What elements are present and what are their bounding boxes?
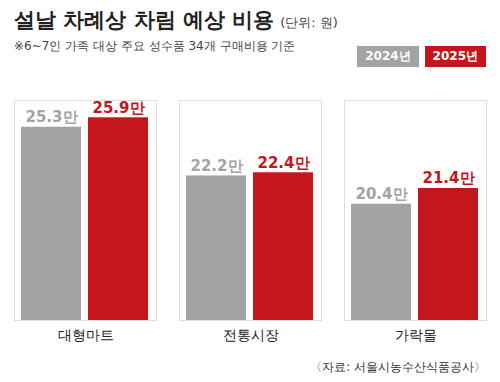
html-text:설날 차례상 차림 예상 비용 (단위: 원): 설날 차례상 차림 예상 비용 (단위: 원) (14, 8, 338, 32)
svg-text:대형마트: 대형마트 (58, 327, 114, 343)
html-text:2025년: 2025년 (432, 49, 478, 63)
svg-text:25.3만: 25.3만 (25, 108, 77, 126)
svg-text:20.4만: 20.4만 (355, 185, 407, 203)
html-text:〈자료: 서울시농수산식품공사〉: 〈자료: 서울시농수산식품공사〉 (310, 360, 486, 374)
html-text:2024년: 2024년 (365, 49, 411, 63)
svg-text:22.4만: 22.4만 (257, 154, 309, 172)
svg-text:21.4만: 21.4만 (422, 169, 474, 187)
svg-text:25.9만: 25.9만 (92, 99, 144, 117)
svg-text:전통시장: 전통시장 (223, 327, 279, 343)
svg-text:가락몰: 가락몰 (395, 327, 437, 343)
svg-text:22.2만: 22.2만 (190, 157, 242, 175)
html-text:※6~7인 가족 대상 주요 성수품 34개 구매비용 기준: ※6~7인 가족 대상 주요 성수품 34개 구매비용 기준 (14, 39, 296, 53)
